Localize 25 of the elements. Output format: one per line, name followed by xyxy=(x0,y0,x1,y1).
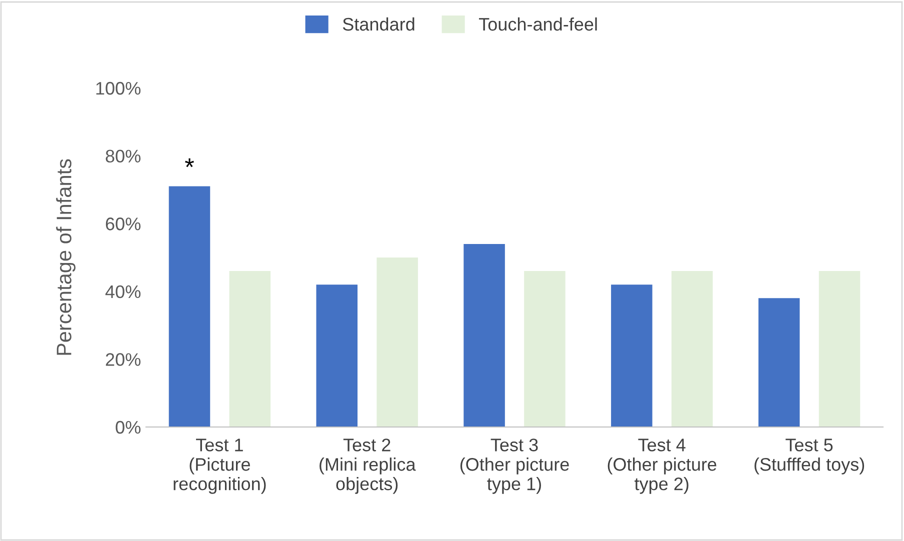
y-tick-label: 40% xyxy=(105,285,140,298)
bar xyxy=(524,271,566,427)
y-tick-label: 0% xyxy=(116,420,140,434)
y-tick-label: 20% xyxy=(106,353,140,366)
y-axis-title: Percentage of Infants xyxy=(56,159,76,355)
bar xyxy=(464,244,505,427)
bar xyxy=(818,271,860,427)
bar xyxy=(168,186,210,427)
x-tick-label: Test 2 (Mini replica objects) xyxy=(320,438,416,494)
bar xyxy=(758,298,800,427)
bar xyxy=(229,271,271,427)
legend-label: Standard xyxy=(342,17,414,31)
x-tick-label: Test 4 (Other picture type 2) xyxy=(608,438,716,494)
x-tick-label: Test 3 (Other picture type 1) xyxy=(460,438,569,494)
y-tick-label: 100% xyxy=(96,82,140,95)
y-tick-label: 80% xyxy=(106,150,140,163)
bar xyxy=(376,258,418,427)
legend-label: Touch-and-feel xyxy=(478,17,597,31)
bar xyxy=(316,284,358,427)
bar xyxy=(671,271,713,427)
annotation: * xyxy=(185,158,194,168)
x-tick-label: Test 5 (Stufffed toys) xyxy=(754,438,864,474)
x-tick-label: Test 1 (Picture recognition) xyxy=(174,438,266,494)
bar xyxy=(611,284,652,427)
y-tick-label: 60% xyxy=(106,218,140,230)
